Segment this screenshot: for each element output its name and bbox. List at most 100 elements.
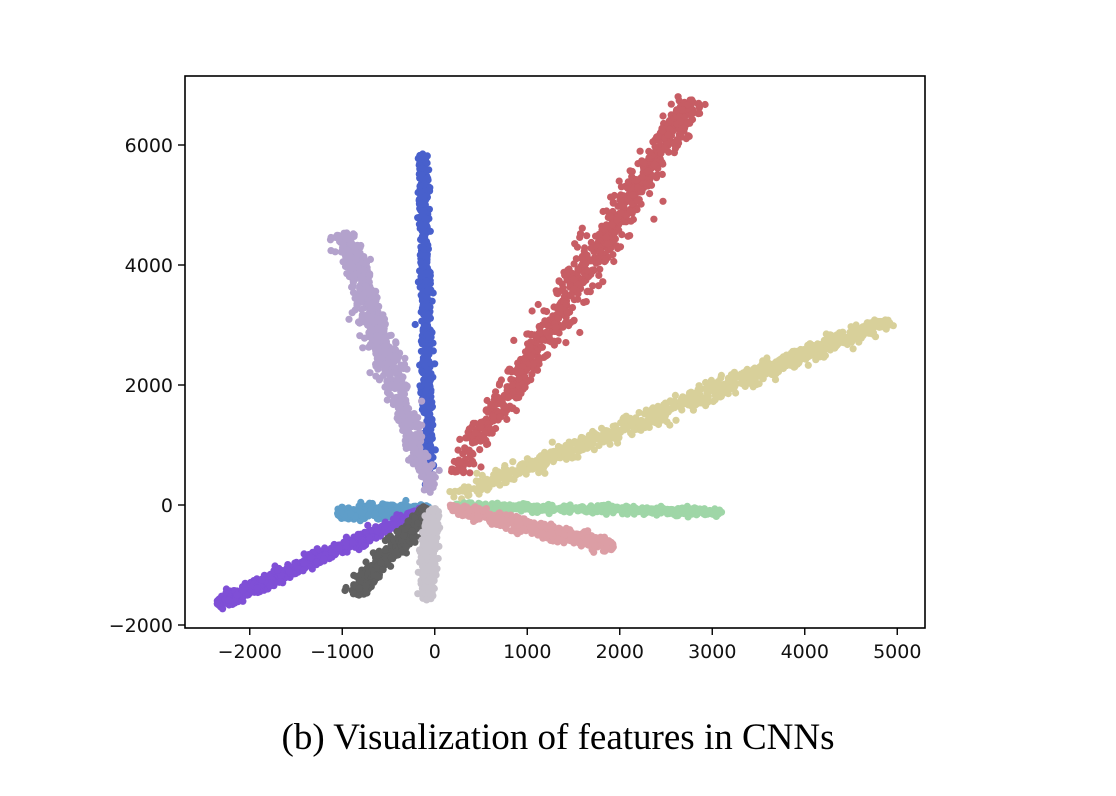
data-point	[601, 257, 610, 265]
data-point	[730, 383, 738, 391]
data-point	[516, 462, 524, 470]
data-point	[651, 142, 659, 151]
data-point	[494, 393, 502, 401]
data-point	[524, 346, 532, 354]
data-point	[677, 398, 686, 406]
data-point	[576, 233, 584, 241]
data-point	[684, 118, 692, 126]
data-point	[717, 508, 726, 516]
data-point	[749, 365, 757, 373]
data-point	[383, 341, 391, 349]
data-point	[661, 144, 669, 152]
data-point	[425, 410, 433, 418]
data-point	[530, 360, 538, 368]
data-point	[627, 217, 635, 225]
data-point	[356, 284, 364, 292]
data-point	[419, 150, 427, 158]
data-point	[522, 518, 530, 526]
data-point	[683, 101, 692, 109]
data-point	[658, 170, 666, 178]
data-point	[428, 403, 436, 411]
data-point	[348, 283, 356, 291]
data-point	[493, 520, 501, 529]
data-point	[649, 418, 657, 426]
data-point	[393, 414, 401, 422]
data-point	[626, 207, 634, 215]
data-point	[520, 525, 528, 533]
data-point	[470, 460, 478, 468]
data-point	[574, 295, 582, 303]
data-point	[674, 93, 682, 101]
data-point	[505, 393, 513, 401]
data-point	[633, 197, 641, 205]
data-point	[720, 380, 728, 389]
data-point	[397, 361, 405, 369]
data-point	[424, 382, 432, 390]
data-point	[411, 432, 420, 440]
data-point	[695, 382, 703, 390]
data-point	[416, 382, 424, 390]
data-point	[830, 340, 839, 348]
data-point	[471, 429, 479, 437]
data-point	[684, 132, 692, 140]
data-point	[855, 338, 863, 346]
data-point	[587, 502, 595, 510]
data-point	[509, 502, 517, 510]
data-point	[654, 404, 662, 412]
data-point	[695, 104, 704, 112]
data-point	[868, 330, 877, 338]
data-point	[849, 345, 857, 353]
data-point	[770, 369, 778, 378]
data-point	[401, 354, 409, 362]
data-point	[482, 407, 490, 415]
data-point	[360, 266, 368, 274]
data-point	[392, 355, 401, 363]
data-point	[763, 354, 771, 362]
data-point	[666, 125, 674, 133]
data-point	[365, 300, 373, 308]
data-point	[424, 311, 432, 319]
data-point	[347, 510, 355, 518]
data-point	[499, 516, 507, 524]
data-point	[418, 233, 426, 241]
data-point	[326, 236, 335, 244]
data-point	[548, 438, 556, 446]
data-point	[536, 329, 544, 337]
data-point	[483, 396, 491, 405]
data-point	[373, 338, 381, 346]
data-point	[626, 167, 634, 175]
data-point	[582, 298, 590, 306]
data-point	[392, 339, 400, 347]
data-point	[854, 329, 862, 337]
data-point	[400, 390, 408, 398]
data-point	[628, 431, 636, 439]
data-point	[405, 404, 413, 413]
data-point	[539, 336, 547, 344]
data-point	[349, 263, 357, 271]
data-point	[563, 270, 571, 278]
data-point	[595, 230, 603, 238]
data-point	[562, 339, 570, 347]
data-point	[394, 404, 402, 412]
data-point	[410, 439, 418, 447]
data-point	[336, 237, 344, 246]
data-point	[646, 190, 654, 198]
data-point	[616, 243, 625, 251]
series-1	[448, 93, 709, 477]
data-point	[419, 207, 427, 215]
data-point	[515, 393, 523, 402]
data-point	[461, 444, 469, 452]
data-point	[617, 202, 625, 210]
data-point	[667, 100, 675, 108]
data-point	[431, 360, 439, 368]
data-point	[421, 201, 429, 209]
data-point	[671, 397, 679, 405]
data-point	[617, 183, 626, 191]
data-point	[596, 247, 605, 255]
data-point	[540, 521, 548, 529]
data-point	[453, 466, 461, 474]
data-point	[388, 381, 396, 389]
data-point	[466, 453, 474, 461]
data-point	[633, 176, 641, 184]
data-point	[347, 253, 355, 261]
